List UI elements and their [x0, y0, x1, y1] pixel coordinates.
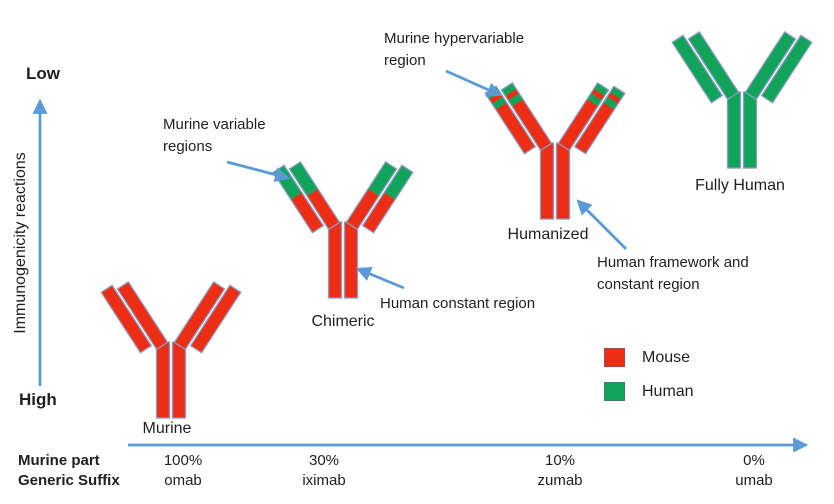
arm-segment-mouse — [574, 102, 615, 155]
arm-segment-mouse — [174, 281, 225, 350]
annotation-line: Murine variable — [163, 116, 266, 133]
antibody-murine — [100, 280, 242, 419]
annotation-line: Human constant region — [380, 295, 536, 312]
arm-bar-outline — [173, 280, 226, 351]
legend-swatch-human — [604, 382, 625, 401]
antibody-arm — [671, 30, 740, 104]
arm-bar-outline — [361, 164, 414, 234]
stem-bar — [171, 341, 187, 419]
arm-segment-mouse — [362, 192, 396, 234]
stem-bar — [555, 142, 571, 220]
arm-segment-mouse — [190, 285, 241, 354]
arm-segment-human — [593, 82, 609, 97]
stem-bar — [343, 221, 359, 299]
arm-segment-human — [491, 96, 507, 111]
arm-segment-mouse — [290, 192, 324, 234]
antibody-arm — [345, 160, 414, 234]
arm-bar-outline — [760, 34, 813, 104]
antibody-arm — [744, 30, 813, 104]
arm-segment-mouse — [505, 88, 520, 101]
antibody-arm — [173, 280, 242, 354]
arm-segment-human — [672, 35, 723, 104]
arm-bar-outline — [345, 160, 398, 231]
arm-segment-mouse — [495, 102, 536, 155]
stem-bar — [726, 91, 742, 169]
arm-segment-mouse — [307, 189, 340, 230]
antibody-arm — [557, 81, 626, 155]
generic-suffix-value: zumab — [537, 472, 583, 489]
antibody-label-murine: Murine — [142, 420, 192, 437]
annotation-line: constant region — [597, 276, 700, 293]
y-axis-title: Immunogenicity reactions — [12, 152, 29, 334]
arm-segment-human — [586, 93, 602, 107]
antibody-chimeric — [272, 160, 414, 299]
arm-bar-outline — [500, 81, 553, 152]
legend-label-mouse: Mouse — [642, 348, 691, 366]
arm-segment-human — [508, 93, 524, 107]
arm-bar-outline — [288, 160, 341, 231]
annotation-murine-hypervariable-region: Murine hypervariable region — [384, 28, 524, 72]
arm-bar-outline — [744, 30, 797, 101]
arm-segment-mouse — [558, 99, 598, 151]
murine-part-value: 0% — [743, 452, 765, 469]
stem-bar — [539, 142, 555, 220]
arm-bar-outline — [116, 280, 169, 351]
antibody-arm — [100, 280, 169, 354]
murine-part-value: 10% — [544, 452, 576, 469]
stem-bar — [742, 91, 758, 169]
antibody-label-humanized: Humanized — [507, 226, 589, 243]
generic-suffix-value: umab — [735, 472, 773, 489]
arm-segment-mouse — [512, 99, 552, 151]
annotation-line: region — [384, 52, 426, 69]
arm-segment-human — [501, 82, 517, 97]
antibody-arm — [484, 81, 553, 155]
annotation-line: Human framework and — [597, 254, 749, 271]
arm-segment-human — [761, 35, 812, 104]
arm-segment-mouse — [101, 285, 152, 354]
annotation-human-framework: Human framework and constant region — [597, 252, 749, 296]
legend-label-human: Human — [642, 382, 694, 400]
stem-bar — [155, 341, 171, 419]
arm-segment-human — [609, 86, 625, 100]
murine-part-value: 30% — [308, 452, 340, 469]
annotation-line: Murine hypervariable — [384, 30, 525, 47]
annotation-murine-variable-regions: Murine variable regions — [163, 114, 266, 158]
legend-swatch-mouse — [604, 348, 625, 367]
legend-item-human: Human — [604, 382, 694, 401]
arm-segment-human — [688, 31, 739, 100]
arm-bar-outline — [687, 30, 740, 101]
arm-segment-mouse — [590, 88, 605, 101]
stem-bar — [327, 221, 343, 299]
arm-bar-outline — [189, 284, 242, 354]
arm-bar-outline — [671, 34, 724, 104]
arm-segment-mouse — [607, 92, 621, 104]
annotation-human-constant-region: Human constant region — [380, 293, 535, 315]
antibody-fully-human — [671, 30, 813, 169]
murine-part-value: 100% — [163, 452, 203, 469]
antibody-arm — [272, 160, 341, 234]
arm-bar-outline — [100, 284, 153, 354]
annotation-line: regions — [163, 138, 213, 155]
generic-suffix-value: iximab — [302, 472, 346, 489]
y-axis-low-label: Low — [26, 64, 60, 83]
arm-segment-human — [367, 161, 397, 197]
arm-segment-human — [384, 165, 413, 200]
arm-segment-mouse — [117, 281, 168, 350]
arm-segment-human — [745, 31, 796, 100]
arm-segment-human — [603, 96, 619, 111]
antibody-humanized — [484, 81, 626, 220]
legend-item-mouse: Mouse — [604, 348, 690, 367]
y-axis-high-label: High — [19, 390, 57, 409]
antibody-label-chimeric: Chimeric — [311, 313, 375, 330]
generic-suffix-value: omab — [164, 472, 202, 489]
arm-bar-outline — [557, 81, 610, 152]
arm-segment-mouse — [346, 189, 379, 230]
antibody-label-fully-human: Fully Human — [695, 177, 785, 194]
arm-bar-outline — [573, 85, 626, 155]
generic-suffix-row-label: Generic Suffix — [18, 472, 120, 489]
arm-segment-human — [289, 161, 319, 197]
murine-part-row-label: Murine part — [18, 452, 100, 469]
